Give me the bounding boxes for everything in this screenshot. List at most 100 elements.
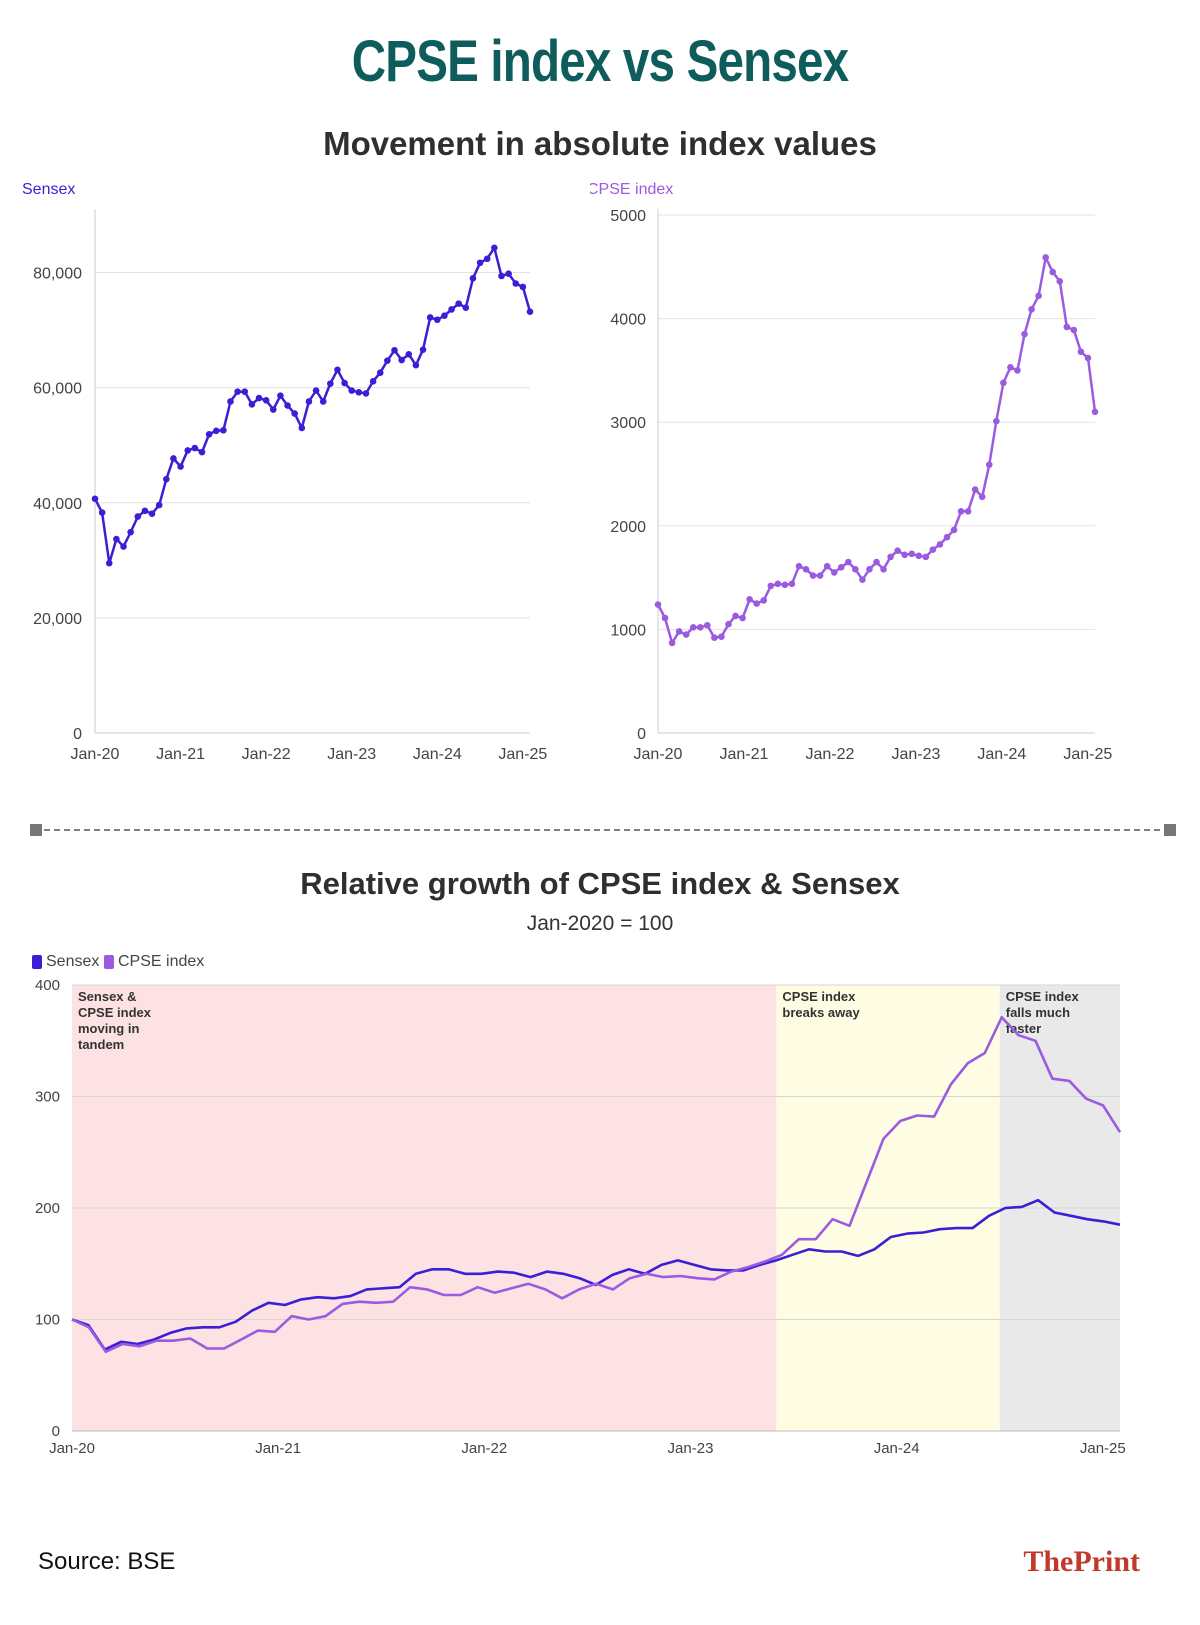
data-point: [91, 495, 99, 503]
data-point: [1077, 348, 1085, 356]
data-point: [788, 580, 796, 588]
y-tick-label: 300: [35, 1089, 60, 1106]
data-point: [689, 624, 697, 631]
data-point: [760, 597, 768, 604]
data-point: [476, 259, 484, 267]
data-point: [120, 543, 127, 550]
data-point: [105, 559, 113, 567]
data-point: [929, 546, 937, 553]
data-point: [227, 398, 234, 405]
data-point: [943, 533, 951, 541]
y-tick-label: 3000: [610, 415, 646, 432]
data-point: [384, 357, 391, 364]
data-point: [134, 513, 142, 520]
data-point: [298, 424, 306, 432]
sensex-chart: Sensex 0 20,000 40,000 60,000 80,000 Jan-20 Jan…: [22, 181, 547, 763]
data-point: [1091, 408, 1099, 416]
data-point: [802, 566, 810, 573]
data-point: [519, 283, 527, 291]
data-point: [98, 509, 106, 516]
series-title: CPSE index: [590, 181, 673, 198]
data-point: [426, 314, 434, 321]
data-point: [205, 430, 213, 438]
data-point: [220, 426, 227, 434]
data-point: [469, 275, 477, 282]
x-tick-label: Jan-23: [327, 746, 376, 763]
data-point: [248, 401, 256, 408]
data-point: [1035, 292, 1042, 300]
series-line: [656, 256, 1097, 645]
data-point: [191, 444, 199, 452]
data-point: [859, 576, 866, 583]
data-point: [141, 507, 149, 515]
y-tick-label: 0: [73, 726, 82, 743]
data-point: [936, 541, 944, 548]
data-point: [512, 280, 520, 287]
data-point: [901, 551, 908, 559]
y-tick-label: 200: [35, 1200, 60, 1217]
data-point: [661, 614, 669, 622]
relative-note: Jan-2020 = 100: [526, 912, 674, 935]
series-line-cpse-index: [71, 1016, 1122, 1354]
data-point: [696, 624, 704, 631]
data-point: [391, 346, 398, 354]
data-point: [767, 582, 775, 590]
data-point: [873, 558, 880, 566]
y-tick-label: 4000: [610, 312, 646, 329]
x-tick-label: Jan-25: [1080, 1440, 1126, 1457]
data-point: [284, 402, 291, 409]
data-point: [277, 392, 284, 400]
data-point: [155, 501, 163, 509]
data-point: [774, 580, 782, 588]
data-point: [455, 300, 462, 307]
y-tick-label: 80,000: [33, 266, 82, 283]
data-point: [711, 634, 718, 641]
data-point: [305, 398, 313, 405]
x-tick-label: Jan-23: [891, 746, 940, 763]
divider-end-right: [1164, 824, 1176, 836]
data-point: [964, 507, 972, 515]
data-point: [433, 316, 441, 324]
data-point: [718, 633, 725, 640]
data-point: [419, 346, 427, 353]
data-point: [241, 388, 249, 395]
section-divider: [30, 824, 1176, 836]
data-point: [753, 600, 760, 607]
y-tick-label: 0: [52, 1423, 60, 1440]
data-point: [398, 356, 405, 364]
data-point: [291, 410, 298, 417]
data-point: [830, 569, 838, 576]
y-tick-label: 20,000: [33, 611, 82, 628]
data-point: [177, 463, 184, 470]
data-point: [746, 596, 753, 603]
data-point: [1007, 363, 1014, 371]
data-point: [1000, 379, 1007, 387]
legend-sensex-label: Sensex: [46, 953, 100, 970]
data-point: [184, 447, 192, 454]
data-point: [894, 547, 901, 554]
x-tick-label: Jan-20: [49, 1440, 95, 1457]
legend-sensex: Sensex: [32, 953, 99, 971]
data-point: [269, 406, 277, 413]
data-point: [498, 272, 505, 280]
data-point: [1070, 326, 1078, 334]
y-tick-label: 60,000: [33, 381, 82, 398]
data-point: [682, 631, 690, 638]
x-tick-label: Jan-21: [156, 746, 205, 763]
data-point: [327, 380, 334, 387]
x-tick-label: Jan-21: [720, 746, 769, 763]
x-tick-label: Jan-24: [977, 746, 1026, 763]
data-point: [234, 388, 241, 395]
cpse-chart: CPSE index 0 1000 2000 3000 4000 5000 Jan-20 Jan…: [590, 181, 1112, 763]
data-point: [668, 639, 676, 647]
data-point: [212, 427, 220, 435]
relative-subtitle: Relative growth of CPSE index & Sensex: [300, 866, 900, 901]
data-point: [1084, 354, 1092, 362]
data-point: [348, 387, 356, 394]
data-point: [483, 255, 491, 263]
x-tick-label: Jan-22: [805, 746, 854, 763]
data-point: [654, 601, 662, 608]
y-tick-label: 100: [35, 1312, 60, 1329]
data-point: [795, 562, 803, 570]
data-point: [1028, 305, 1035, 313]
